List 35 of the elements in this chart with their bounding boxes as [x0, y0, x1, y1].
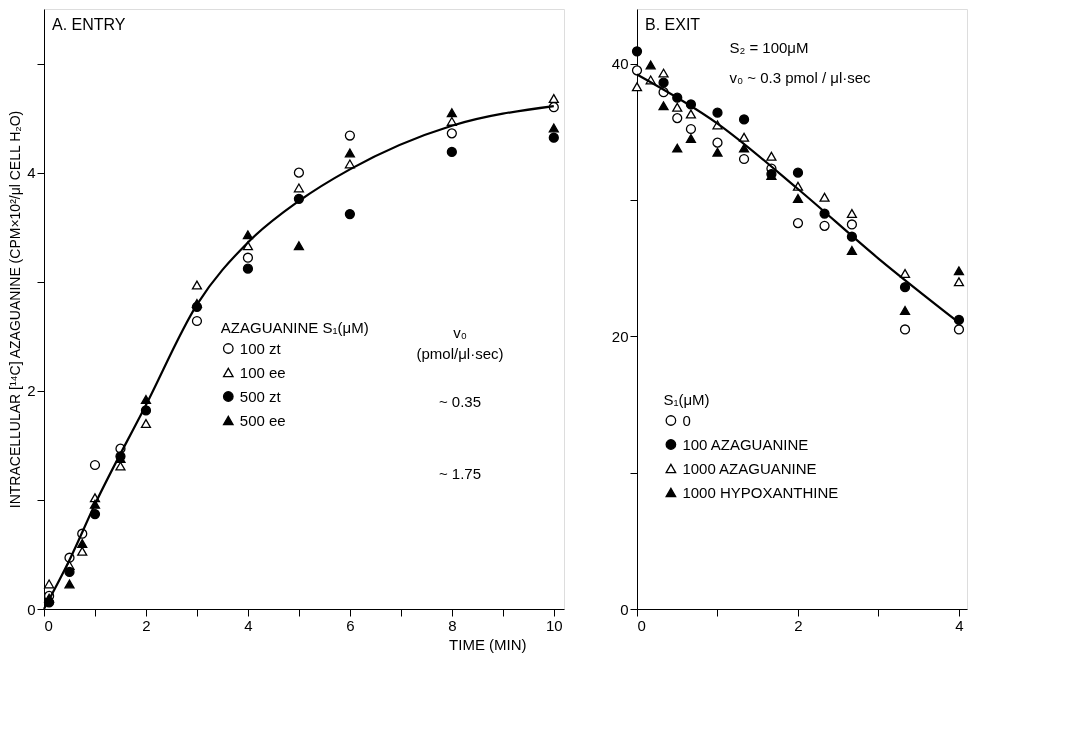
chart-title: A. ENTRY — [52, 16, 126, 33]
annotation: v₀ ~ 0.3 pmol / μl·sec — [729, 69, 872, 86]
annotation: S₂ = 100μM — [729, 39, 809, 56]
legend-title: AZAGUANINE S₁(μM) — [220, 319, 369, 336]
x-tick-label: 4 — [955, 616, 964, 634]
x-tick-label: 8 — [448, 616, 457, 634]
x-tick-label: 0 — [637, 616, 646, 634]
legend-label: 1000 HYPOXANTHINE — [682, 483, 839, 501]
legend-label: 100 AZAGUANINE — [682, 435, 809, 453]
y-tick-label: 4 — [27, 164, 36, 182]
y-axis-title: INTRACELLULAR [¹⁴C] AZAGUANINE (CPM×10²/μl CELL H₂O) — [7, 110, 24, 509]
x-tick-label: 6 — [346, 616, 355, 634]
legend-label: 500 ee — [239, 411, 286, 429]
legend-label: 1000 AZAGUANINE — [682, 459, 817, 477]
x-tick-label: 2 — [794, 616, 803, 634]
legend-label: 0 — [682, 411, 691, 429]
annotation: ~ 1.75 — [438, 465, 482, 482]
y-tick-label: 0 — [27, 600, 36, 618]
y-tick-label: 40 — [611, 55, 629, 73]
annotation: ~ 0.35 — [438, 393, 482, 410]
x-tick-label: 0 — [44, 616, 53, 634]
chart-title: B. EXIT — [645, 16, 701, 33]
x-axis-title: TIME (MIN) — [449, 635, 527, 653]
legend-label: 100 zt — [239, 339, 282, 357]
legend-title: S₁(μM) — [663, 391, 710, 408]
x-tick-label: 10 — [545, 616, 563, 634]
y-tick-label: 0 — [620, 600, 629, 618]
y-tick-label: 2 — [27, 382, 36, 400]
legend-label: 100 ee — [239, 363, 286, 381]
annotation: (pmol/μl·sec) — [416, 345, 504, 362]
x-tick-label: 2 — [142, 616, 151, 634]
legend-label: 500 zt — [239, 387, 282, 405]
y-tick-label: 20 — [611, 327, 629, 345]
annotation: v₀ — [453, 324, 467, 341]
x-tick-label: 4 — [244, 616, 253, 634]
